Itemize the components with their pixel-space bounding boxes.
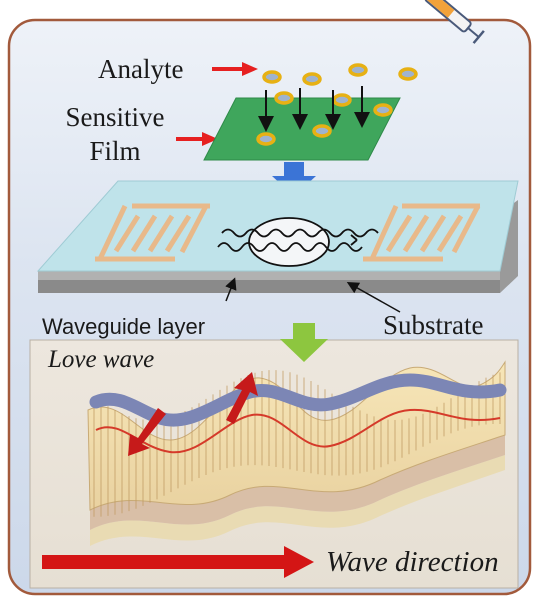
analyte-pointer-arrow xyxy=(212,62,258,76)
film-pointer-arrow xyxy=(176,132,218,146)
sensitive-film-label: Sensitive Film xyxy=(65,102,165,166)
green-flow-arrow xyxy=(280,323,328,362)
right-electrodes xyxy=(363,203,481,262)
label-leader-lines xyxy=(225,277,401,313)
love-wave-illustration xyxy=(87,360,507,546)
love-wave-label: Love wave xyxy=(48,346,155,373)
syringe-icon xyxy=(424,0,485,44)
wave-direction-label: Wave direction xyxy=(326,546,499,578)
left-electrodes xyxy=(95,203,210,262)
wave-line xyxy=(95,408,501,454)
adsorption-arrows xyxy=(258,86,370,132)
sensitive-film xyxy=(203,97,401,161)
substrate-label: Substrate xyxy=(383,310,484,340)
wave-direction-arrow xyxy=(42,546,314,578)
particle-motion-arrows xyxy=(128,372,258,456)
waveguide-layer-label: Waveguide layer xyxy=(42,314,206,339)
analyte-label: Analyte xyxy=(98,54,184,84)
surface-acoustic-wave-icon xyxy=(217,217,379,267)
